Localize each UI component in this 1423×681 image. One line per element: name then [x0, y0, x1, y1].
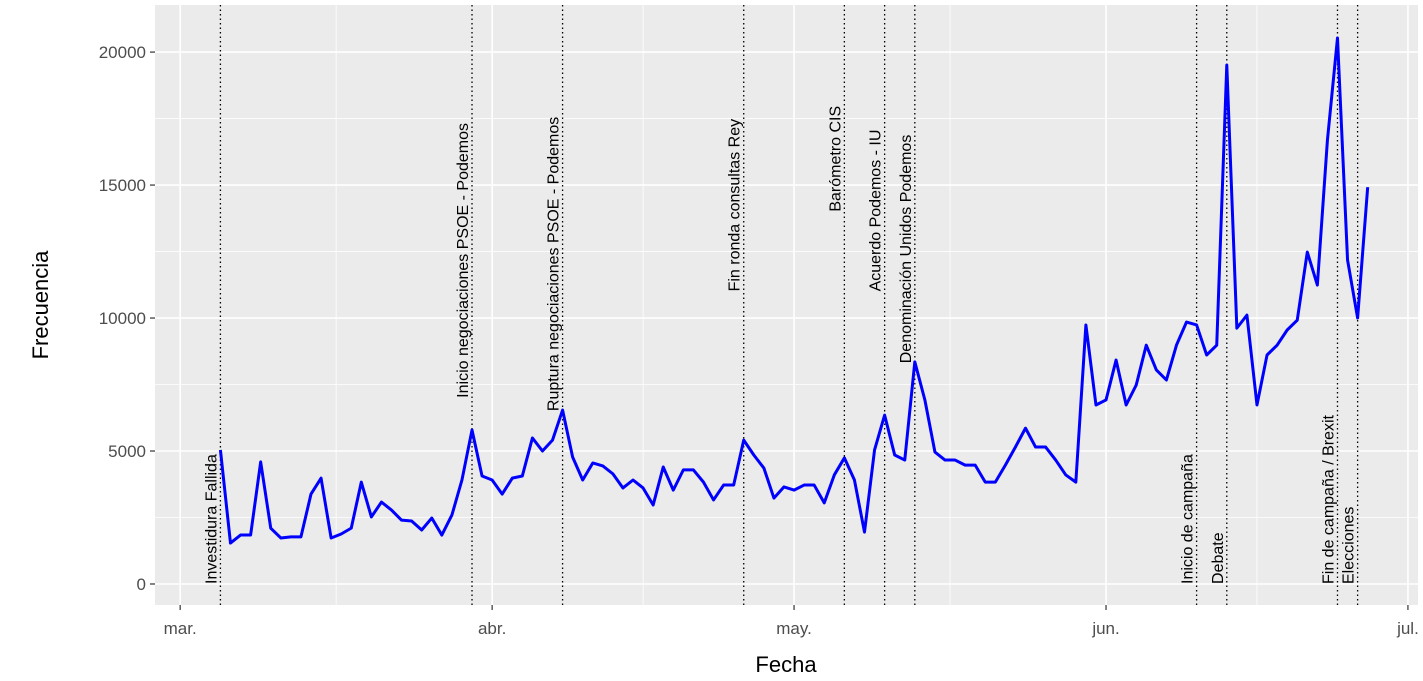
- annotation-label: Elecciones: [1341, 507, 1358, 584]
- annotation-label: Fin ronda consultas Rey: [727, 119, 744, 292]
- annotation-label: Denominación Unidos Podemos: [898, 135, 915, 364]
- annotation-label: Fin de campaña / Brexit: [1320, 414, 1337, 584]
- y-tick-label: 20000: [99, 43, 146, 62]
- y-tick-label: 5000: [108, 442, 146, 461]
- x-axis-title: Fecha: [755, 652, 817, 677]
- panel: [155, 5, 1418, 605]
- x-tick-label: jul.: [1396, 619, 1419, 638]
- annotation-label: Ruptura negociaciones PSOE - Podemos: [546, 117, 563, 411]
- x-tick-label: may.: [776, 619, 812, 638]
- x-tick-label: abr.: [478, 619, 506, 638]
- x-tick-label: jun.: [1091, 619, 1119, 638]
- x-tick-label: mar.: [164, 619, 197, 638]
- annotation-label: Inicio negociaciones PSOE - Podemos: [455, 123, 472, 398]
- annotation-label: Acuerdo Podemos - IU: [868, 130, 885, 292]
- annotation-label: Barómetro CIS: [827, 106, 844, 212]
- y-tick-label: 10000: [99, 309, 146, 328]
- y-axis-title: Frecuencia: [28, 250, 53, 360]
- series-line: [218, 36, 1370, 545]
- y-tick-label: 0: [137, 575, 146, 594]
- annotation-label: Investidura Fallida: [203, 454, 220, 584]
- annotation-label: Inicio de campaña: [1180, 454, 1197, 584]
- y-tick-label: 15000: [99, 176, 146, 195]
- annotation-label: Debate: [1210, 532, 1227, 584]
